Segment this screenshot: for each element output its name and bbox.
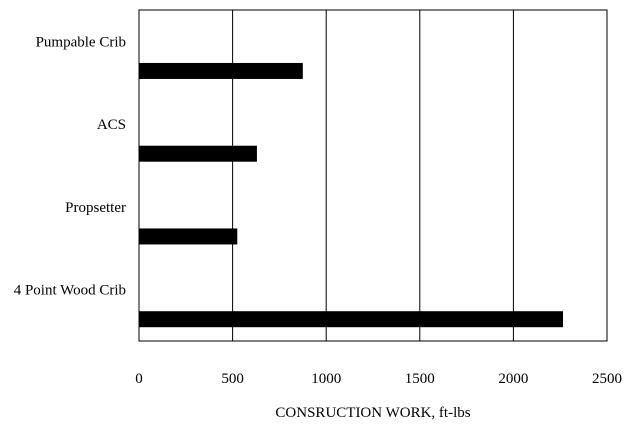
x-tick-label: 2000	[498, 371, 528, 387]
x-tick-label: 1000	[311, 371, 341, 387]
category-labels: Pumpable Crib ACS Propsetter 4 Point Wood C…	[14, 34, 126, 298]
x-tick-label: 500	[221, 371, 244, 387]
category-label: Propsetter	[65, 200, 126, 216]
bar	[139, 62, 303, 79]
category-label: Pumpable Crib	[36, 34, 126, 50]
category-label: 4 Point Wood Crib	[14, 283, 126, 299]
x-tick-label: 0	[135, 371, 143, 387]
bars	[139, 62, 564, 328]
category-label: ACS	[97, 117, 126, 133]
x-tick-labels: 0 500 1000 1500 2000 2500	[135, 371, 622, 387]
x-axis-title: CONSRUCTION WORK, ft-lbs	[275, 405, 470, 421]
bar	[139, 311, 564, 328]
x-tick-label: 1500	[405, 371, 435, 387]
bar	[139, 145, 257, 162]
bar	[139, 228, 238, 245]
plot-area-frame	[138, 9, 608, 342]
gridlines	[232, 10, 514, 341]
x-tick-label: 2500	[592, 371, 622, 387]
